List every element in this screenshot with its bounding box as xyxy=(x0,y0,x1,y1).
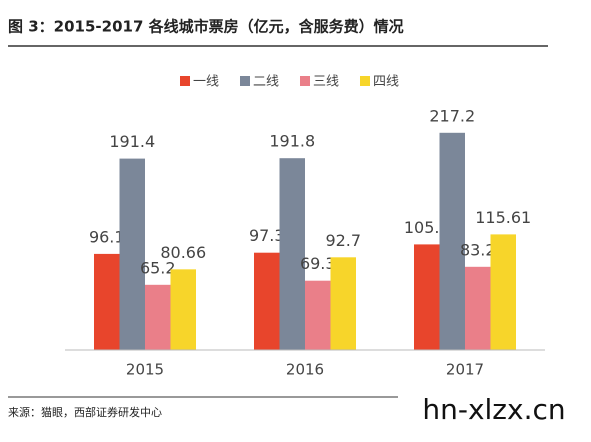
chart-title: 图 3：2015-2017 各线城市票房（亿元，含服务费）情况 xyxy=(8,18,404,36)
source-note: 来源：猫眼，西部证券研发中心 xyxy=(8,405,162,419)
bar xyxy=(279,158,305,350)
value-label: 97.3 xyxy=(249,226,285,245)
bar xyxy=(330,257,356,350)
legend-label: 四线 xyxy=(373,75,399,90)
value-label: 80.66 xyxy=(160,243,206,262)
bar xyxy=(119,158,145,350)
legend-label: 三线 xyxy=(313,75,339,90)
legend-swatch xyxy=(240,76,250,86)
legend-label: 二线 xyxy=(253,75,279,90)
bar xyxy=(439,132,465,350)
value-label: 83.2 xyxy=(460,240,496,259)
bar xyxy=(145,284,171,350)
value-label: 105.6 xyxy=(404,218,450,237)
x-tick-label: 2017 xyxy=(446,361,484,379)
bar xyxy=(414,244,440,350)
bar xyxy=(254,252,280,350)
value-label: 191.4 xyxy=(109,132,155,151)
bar xyxy=(490,234,516,350)
legend-swatch xyxy=(360,76,370,86)
bar xyxy=(465,266,491,350)
bar xyxy=(305,280,331,350)
value-label: 191.8 xyxy=(269,132,315,151)
watermark-box xyxy=(398,378,591,442)
value-label: 65.2 xyxy=(140,258,176,277)
x-tick-label: 2016 xyxy=(286,361,324,379)
bar xyxy=(170,269,196,350)
x-tick-label: 2015 xyxy=(126,361,164,379)
value-label: 96.1 xyxy=(89,227,125,246)
value-label: 217.2 xyxy=(429,106,475,125)
legend-label: 一线 xyxy=(193,75,219,90)
bar xyxy=(94,253,120,350)
value-label: 115.61 xyxy=(475,208,531,227)
legend-swatch xyxy=(180,76,190,86)
legend-swatch xyxy=(300,76,310,86)
value-label: 69.3 xyxy=(300,254,336,273)
watermark: hn-xlzx.cn xyxy=(422,393,565,426)
value-label: 92.7 xyxy=(325,231,361,250)
